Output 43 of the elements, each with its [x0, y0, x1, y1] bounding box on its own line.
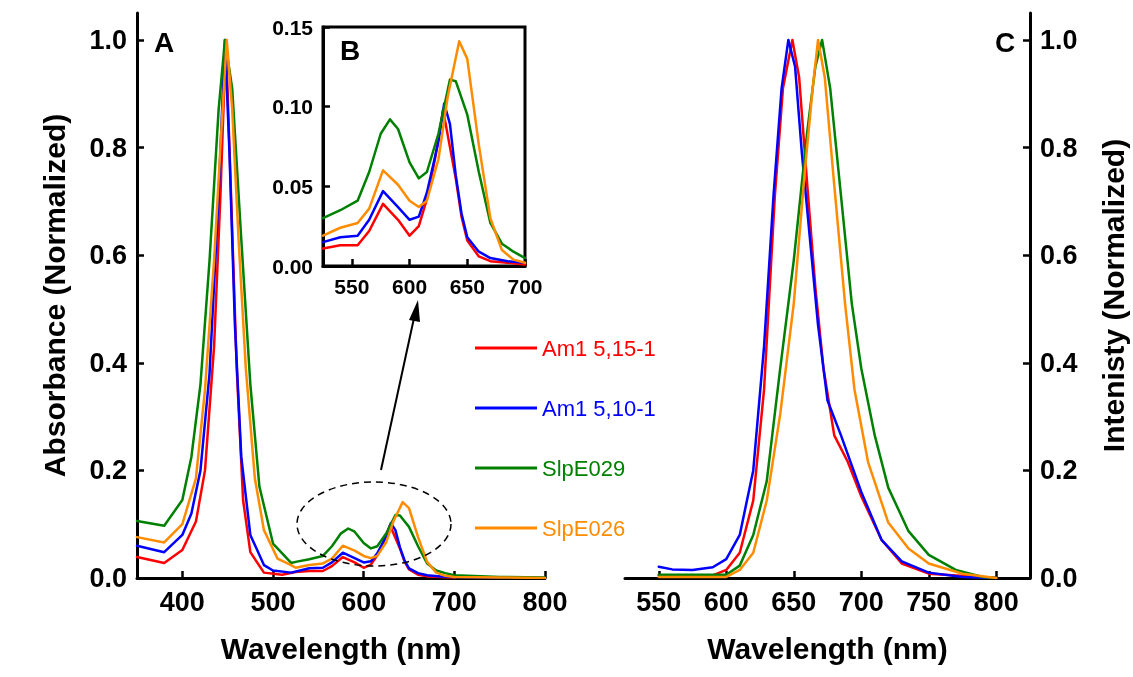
- x-tick-label: 700: [838, 586, 884, 617]
- x-tick-label: 550: [334, 275, 370, 298]
- x-tick-label: 650: [449, 275, 485, 298]
- y-tick-label: 0.0: [89, 563, 127, 593]
- x-axis-title: Wavelength (nm): [707, 631, 948, 665]
- y-tick-label: 0.00: [272, 254, 313, 278]
- legend-label: Am1 5,15-1: [542, 335, 656, 361]
- text: A: [154, 26, 175, 58]
- y-tick-label: 0.8: [89, 132, 127, 163]
- x-tick-label: 750: [906, 586, 952, 617]
- x-tick-label: 600: [341, 586, 387, 617]
- y2-tick-label: 0.4: [1040, 347, 1078, 378]
- y-tick-label: 1.0: [89, 24, 127, 55]
- x-tick-label: 600: [392, 275, 428, 298]
- text: C: [995, 26, 1016, 58]
- y2-axis-title: Intenisty (Normalized): [1096, 138, 1130, 453]
- x-tick-label: 600: [703, 586, 749, 617]
- y-tick-label: 0.4: [89, 347, 127, 378]
- x-tick-label: 400: [159, 586, 205, 617]
- y-tick-label: 0.15: [272, 15, 314, 39]
- y-tick-label: 0.10: [272, 95, 313, 119]
- x-tick-label: 700: [431, 586, 477, 617]
- x-tick-label: 550: [636, 586, 682, 617]
- legend-label: SlpE026: [542, 515, 626, 541]
- y-tick-label: 0.6: [89, 240, 127, 271]
- chart-title: B: [340, 34, 361, 66]
- x-tick-label: 800: [973, 586, 1019, 617]
- legend-label: SlpE029: [542, 455, 626, 481]
- y2-tick-label: 0.2: [1040, 455, 1078, 486]
- y-axis-title: Absorbance (Normalized): [37, 113, 71, 478]
- y2-tick-label: 1.0: [1040, 24, 1078, 55]
- x-axis-title: Wavelength (nm): [220, 631, 462, 665]
- y2-tick-label: 0.6: [1040, 240, 1078, 271]
- y-tick-label: 0.05: [272, 174, 314, 198]
- y-tick-label: 0.2: [89, 455, 127, 486]
- legend-label: Am1 5,10-1: [542, 395, 656, 421]
- x-tick-label: 650: [771, 586, 817, 617]
- line-series: [321, 78, 527, 260]
- x-tick-label: 700: [507, 275, 543, 298]
- y2-tick-label: 0.8: [1040, 132, 1078, 163]
- x-tick-label: 500: [250, 586, 296, 617]
- y2-tick-label: 0.0: [1040, 563, 1078, 593]
- x-tick-label: 800: [522, 586, 568, 617]
